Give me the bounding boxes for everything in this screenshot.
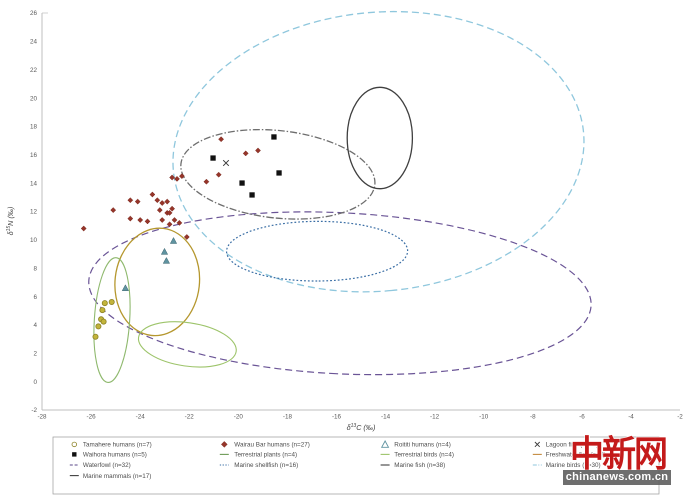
svg-text:Waterfowl (n=32): Waterfowl (n=32) [83, 462, 131, 469]
svg-text:20: 20 [30, 95, 38, 102]
svg-text:Marine fish (n=38): Marine fish (n=38) [394, 462, 445, 469]
svg-text:Marine mammals (n=17): Marine mammals (n=17) [83, 473, 151, 480]
svg-text:Wairau Bar humans (n=27): Wairau Bar humans (n=27) [234, 442, 310, 449]
svg-text:2: 2 [33, 351, 37, 358]
svg-text:-6: -6 [579, 414, 585, 421]
svg-text:-22: -22 [185, 414, 195, 421]
svg-text:8: 8 [33, 265, 37, 272]
svg-text:14: 14 [30, 180, 38, 187]
svg-text:24: 24 [30, 39, 38, 46]
svg-text:16: 16 [30, 152, 38, 159]
svg-text:Waihora humans (n=5): Waihora humans (n=5) [83, 452, 147, 459]
svg-text:-16: -16 [332, 414, 342, 421]
svg-text:18: 18 [30, 124, 38, 131]
svg-text:-2: -2 [31, 407, 37, 414]
svg-text:Roititi humans (n=4): Roititi humans (n=4) [394, 442, 451, 449]
svg-text:12: 12 [30, 209, 38, 216]
svg-text:26: 26 [30, 10, 38, 17]
svg-text:0: 0 [33, 379, 37, 386]
svg-text:22: 22 [30, 67, 38, 74]
svg-text:4: 4 [33, 322, 37, 329]
svg-text:-4: -4 [628, 414, 634, 421]
svg-text:-18: -18 [283, 414, 293, 421]
svg-text:10: 10 [30, 237, 38, 244]
svg-text:-20: -20 [234, 414, 244, 421]
svg-text:Tamahere humans (n=7): Tamahere humans (n=7) [83, 442, 152, 449]
svg-text:-28: -28 [37, 414, 47, 421]
svg-text:-12: -12 [430, 414, 440, 421]
svg-text:6: 6 [33, 294, 37, 301]
svg-text:Terrestrial plants (n=4): Terrestrial plants (n=4) [234, 452, 297, 459]
svg-text:-24: -24 [136, 414, 146, 421]
svg-text:Terrestrial birds (n=4): Terrestrial birds (n=4) [394, 452, 454, 459]
svg-text:Marine shellfish (n=16): Marine shellfish (n=16) [234, 462, 298, 469]
svg-text:-10: -10 [479, 414, 489, 421]
svg-text:-8: -8 [530, 414, 536, 421]
svg-text:-2: -2 [677, 414, 683, 421]
svg-text:-26: -26 [87, 414, 97, 421]
svg-text:-14: -14 [381, 414, 391, 421]
